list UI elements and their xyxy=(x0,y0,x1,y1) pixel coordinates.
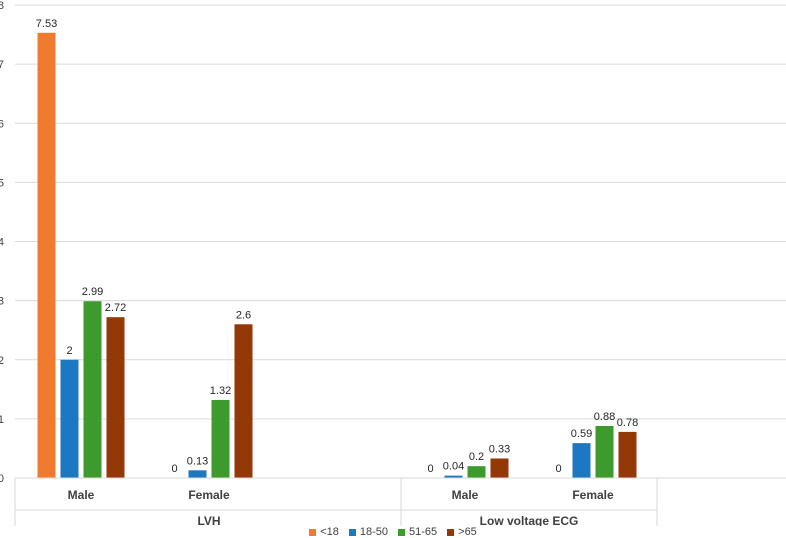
category-label: Male xyxy=(68,488,95,502)
data-labels: 7.53 0 0 0 2 0.13 0.04 0.59 2.99 1.32 0.2 0.88 2.72 2… xyxy=(36,18,638,475)
y-tick-label: 6 xyxy=(0,118,4,130)
data-label: 0 xyxy=(555,463,561,475)
bar xyxy=(595,425,614,478)
legend-label: <18 xyxy=(320,526,339,538)
bar xyxy=(490,458,509,478)
data-label: 0.04 xyxy=(443,461,464,473)
bars xyxy=(37,32,637,478)
data-label: 0.13 xyxy=(187,455,208,467)
legend-label: 51-65 xyxy=(409,526,438,538)
data-label: 2.72 xyxy=(105,302,126,314)
bar xyxy=(60,359,79,478)
bar xyxy=(106,317,125,478)
data-label: 2 xyxy=(66,345,72,357)
data-label: 0 xyxy=(427,463,433,475)
y-tick-label: 7 xyxy=(0,59,4,71)
legend-item: <18 xyxy=(309,526,339,538)
data-label: 2.6 xyxy=(236,309,251,321)
legend-item: 51-65 xyxy=(398,526,437,538)
legend-item: >65 xyxy=(447,526,477,538)
data-label: 0 xyxy=(171,463,177,475)
bar xyxy=(211,399,230,478)
y-tick-label: 1 xyxy=(0,414,4,426)
bar xyxy=(467,466,486,478)
legend-swatch xyxy=(398,528,405,536)
legend-item: 18-50 xyxy=(348,526,388,538)
y-tick-label: 2 xyxy=(0,355,4,367)
legend-label: >65 xyxy=(458,526,477,538)
group-label: LVH xyxy=(197,514,220,526)
data-label: 0.33 xyxy=(489,443,510,455)
bar xyxy=(188,470,207,478)
data-label: 2.99 xyxy=(82,286,103,298)
group-label: Low voltage ECG xyxy=(480,514,579,526)
legend-swatch xyxy=(309,528,317,536)
y-tick-label: 4 xyxy=(0,237,4,249)
data-label: 1.32 xyxy=(210,385,231,397)
data-label: 0.88 xyxy=(594,411,615,423)
category-label: Female xyxy=(188,488,230,502)
legend-label: 18-50 xyxy=(359,526,388,538)
legend: <18 18-50 51-65 >65 xyxy=(0,526,786,538)
data-label: 0.59 xyxy=(571,428,592,440)
y-tick-label: 5 xyxy=(0,177,4,189)
x-axis: Male Female LVH Male Female Low voltage ECG xyxy=(14,477,786,526)
data-label: 0.2 xyxy=(469,451,484,463)
y-tick-label: 3 xyxy=(0,296,4,308)
category-label: Male xyxy=(452,488,479,502)
legend-swatch xyxy=(447,528,455,536)
data-label: 7.53 xyxy=(36,18,57,30)
bar xyxy=(234,324,253,478)
data-label: 0.78 xyxy=(617,417,638,429)
legend-swatch xyxy=(348,528,356,536)
bar xyxy=(444,475,463,478)
bar-chart: 0 1 2 3 4 5 6 7 8 7.53 0 0 0 2 0.13 0.04 0.59 2.99 1.32 0.… xyxy=(0,0,786,526)
bar xyxy=(618,431,637,478)
gridlines xyxy=(15,4,786,479)
y-tick-label: 0 xyxy=(0,473,4,485)
category-label: Female xyxy=(572,488,614,502)
bar xyxy=(572,443,591,478)
y-axis: 0 1 2 3 4 5 6 7 8 xyxy=(0,0,4,485)
bar xyxy=(37,32,56,478)
y-tick-label: 8 xyxy=(0,0,4,12)
bar xyxy=(83,301,102,478)
